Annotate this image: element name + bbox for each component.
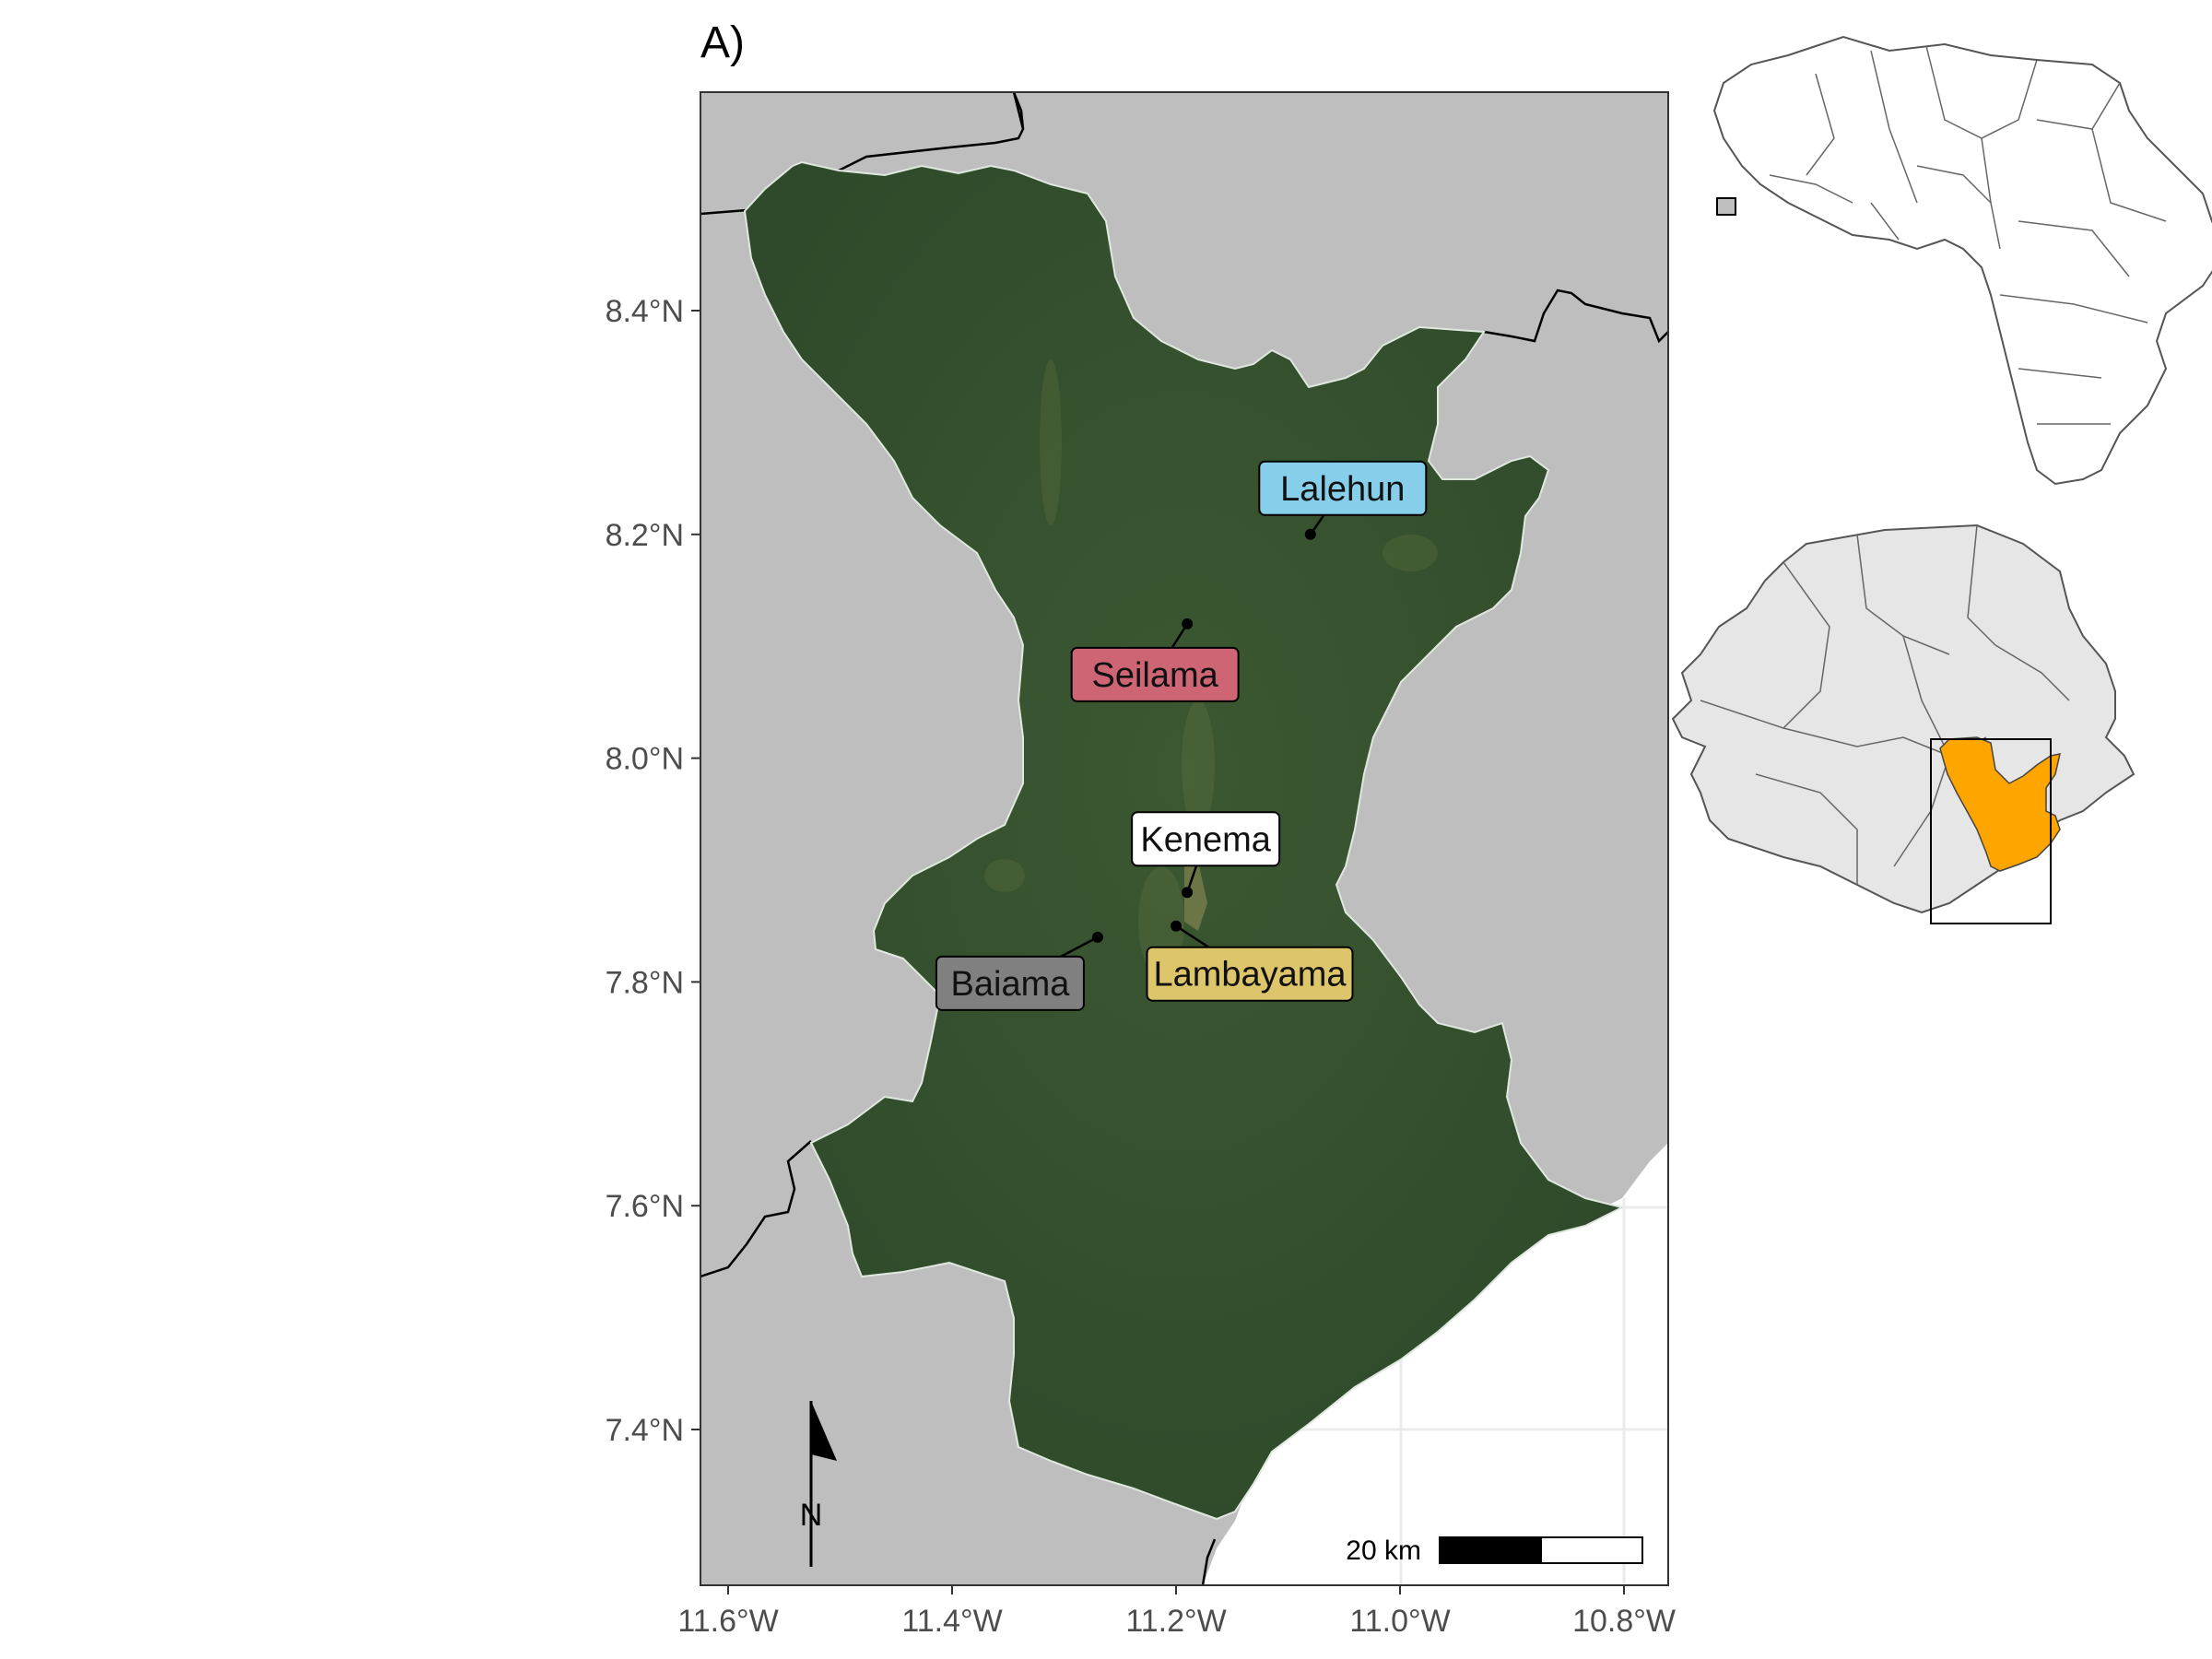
ocean-area [1203, 1143, 1668, 1585]
site-point [1091, 931, 1103, 943]
scale-bar-black-segment [1439, 1536, 1542, 1564]
site-seilama: Seilama [1070, 618, 1240, 702]
site-point [1304, 528, 1316, 540]
main-map-panel: Lalehun Seilama Kenema Lambayama Baiama N 20… [700, 91, 1669, 1586]
site-label: Lambayama [1153, 956, 1347, 994]
site-label-box [935, 955, 1085, 1011]
y-tick-label: 8.0°N [606, 742, 684, 777]
scale-bar-label: 20 km [1346, 1535, 1421, 1566]
x-tick-label: 11.0°W [1349, 1604, 1450, 1639]
africa-country-borders [1769, 45, 2167, 425]
y-tick-label: 7.4°N [606, 1413, 684, 1448]
africa-inset-map [1712, 35, 2212, 486]
scale-bar: 20 km [1346, 1535, 1643, 1566]
site-point [1182, 618, 1194, 629]
site-baiama: Baiama [935, 931, 1103, 1011]
north-arrow-label: N [800, 1498, 823, 1533]
site-lambayama: Lambayama [1146, 920, 1354, 1002]
sierra-leone-inset-map [1671, 524, 2136, 924]
sierra-leone-outline [1671, 524, 2136, 914]
x-tick-label: 11.6°W [677, 1604, 778, 1639]
x-tick-label: 11.2°W [1125, 1604, 1226, 1639]
panel-border [700, 91, 1669, 1586]
panel-label: A) [700, 18, 745, 67]
site-label: Seilama [1092, 656, 1219, 695]
y-tick-label: 8.4°N [606, 294, 684, 329]
sierra-leone-locator-box [1930, 738, 2052, 924]
y-tick-label: 7.8°N [606, 965, 684, 1000]
site-lalehun: Lalehun [1258, 460, 1428, 540]
x-tick-label: 11.4°W [901, 1604, 1002, 1639]
site-kenema: Kenema [1131, 811, 1281, 899]
urban-strip [1184, 862, 1207, 931]
satellite-texture [984, 359, 1438, 977]
north-arrow: N [800, 1401, 837, 1567]
y-axis: 8.4°N 8.2°N 8.0°N 7.8°N 7.6°N 7.4°N [606, 294, 700, 1448]
site-point [1171, 920, 1182, 932]
y-tick-label: 8.2°N [606, 518, 684, 553]
site-label: Lalehun [1280, 470, 1405, 509]
scale-bar-white-segment [1540, 1536, 1643, 1564]
x-tick-label: 10.8°W [1572, 1604, 1676, 1639]
site-label: Kenema [1140, 820, 1271, 859]
site-point [1182, 887, 1194, 899]
site-label: Baiama [951, 965, 1071, 1004]
africa-locator-box [1716, 197, 1736, 216]
site-label-box [1070, 646, 1240, 702]
y-tick-label: 7.6°N [606, 1189, 684, 1224]
africa-outline [1712, 35, 2212, 486]
x-axis: 11.6°W 11.4°W 11.2°W 11.0°W 10.8°W [677, 1585, 1676, 1639]
site-label-box [1146, 946, 1354, 1002]
site-markers: Lalehun Seilama Kenema Lambayama Baiama [935, 460, 1428, 1011]
site-label-box [1258, 460, 1428, 516]
site-label-box [1131, 811, 1281, 867]
